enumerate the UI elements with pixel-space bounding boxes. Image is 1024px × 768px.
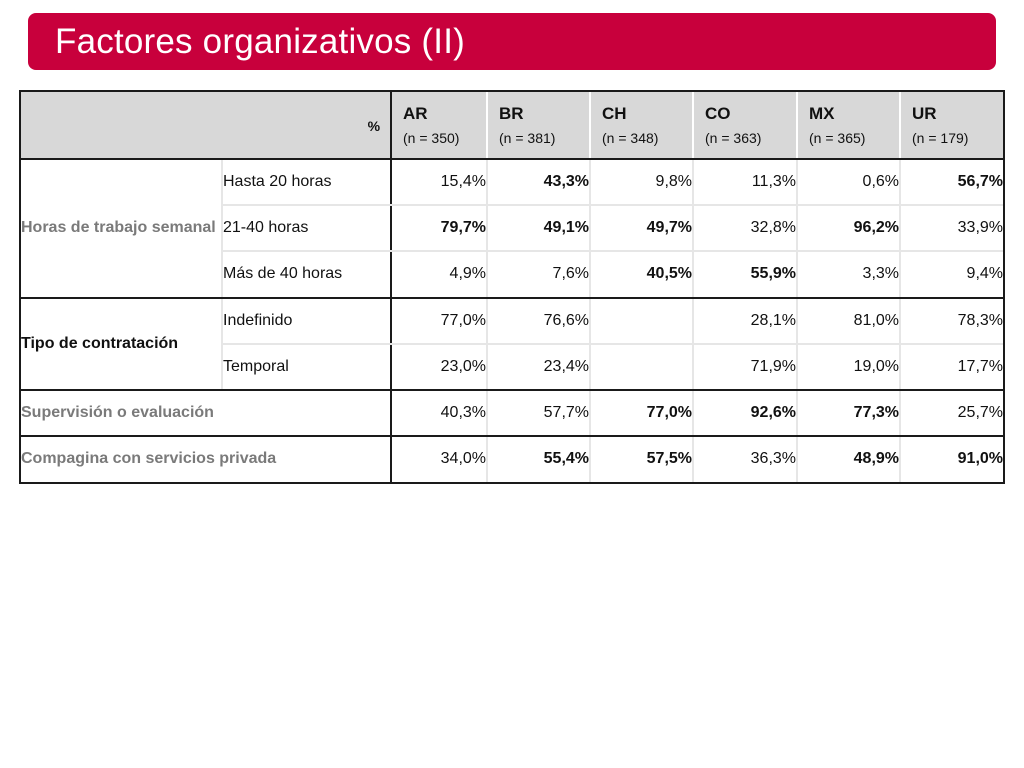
category-supervision: Supervisión o evaluación: [21, 389, 393, 437]
percent-header: %: [21, 92, 393, 161]
row-label: Indefinido: [220, 297, 393, 345]
value-cell: 79,7%: [391, 205, 489, 253]
value-cell: 4,9%: [391, 251, 489, 299]
sample-size: (n = 365): [809, 130, 866, 146]
row-label: Más de 40 horas: [220, 251, 393, 299]
value-cell: 77,0%: [590, 389, 695, 437]
value-cell: 55,4%: [487, 435, 592, 482]
value-cell: 40,3%: [391, 389, 489, 437]
value-cell: 0,6%: [797, 159, 902, 207]
table-row: Tipo de contratación Indefinido 77,0% 76…: [21, 297, 1004, 391]
table-row: Más de 40 horas 4,9% 7,6% 40,5% 55,9% 3,…: [21, 251, 1004, 299]
country-code: CO: [705, 104, 731, 123]
sample-size: (n = 363): [705, 130, 762, 146]
value-cell: 92,6%: [693, 389, 799, 437]
table-row: Supervisión o evaluación 40,3% 57,7% 77,…: [21, 389, 1004, 437]
country-code: BR: [499, 104, 524, 123]
category-compagina: Compagina con servicios privada: [21, 435, 393, 482]
value-cell: 32,8%: [693, 205, 799, 253]
value-cell: 34,0%: [391, 435, 489, 482]
value-cell: 77,0%: [391, 297, 489, 345]
table-header-row: % AR (n = 350) BR (n = 381) CH (n = 348) CO…: [21, 92, 1004, 161]
country-code: UR: [912, 104, 937, 123]
country-code: MX: [809, 104, 835, 123]
sample-size: (n = 350): [403, 130, 460, 146]
col-header-ur: UR (n = 179): [900, 92, 1004, 161]
category-tipo-contratacion: Tipo de contratación: [21, 297, 222, 391]
value-cell: 19,0%: [797, 343, 902, 391]
sample-size: (n = 179): [912, 130, 969, 146]
value-cell: 78,3%: [900, 297, 1004, 345]
value-cell: 36,3%: [693, 435, 799, 482]
value-cell: 43,3%: [487, 159, 592, 207]
value-cell: 9,8%: [590, 159, 695, 207]
value-cell: 17,7%: [900, 343, 1004, 391]
value-cell: 55,9%: [693, 251, 799, 299]
value-cell: 56,7%: [900, 159, 1004, 207]
value-cell: 49,7%: [590, 205, 695, 253]
sample-size: (n = 348): [602, 130, 659, 146]
data-table: % AR (n = 350) BR (n = 381) CH (n = 348) CO…: [21, 92, 1004, 482]
col-header-mx: MX (n = 365): [797, 92, 902, 161]
value-cell: 81,0%: [797, 297, 902, 345]
category-horas-trabajo: Horas de trabajo semanal: [21, 159, 222, 299]
value-cell: 91,0%: [957, 450, 1004, 468]
table-row: Temporal 23,0% 23,4% 71,9% 19,0% 17,7%: [21, 343, 1004, 391]
value-cell: 71,9%: [693, 343, 799, 391]
sample-size: (n = 381): [499, 130, 556, 146]
page-title: Factores organizativos (II): [55, 21, 465, 61]
row-label: Hasta 20 horas: [220, 159, 393, 207]
value-cell: 11,3%: [693, 159, 799, 207]
table-row: Compagina con servicios privada 34,0% 55…: [21, 435, 1004, 482]
title-bar: Factores organizativos (II): [28, 13, 996, 70]
value-cell: 77,3%: [797, 389, 902, 437]
country-code: CH: [602, 104, 627, 123]
value-cell: [590, 343, 695, 391]
value-cell: 15,4%: [391, 159, 489, 207]
value-cell: 57,5%: [590, 435, 695, 482]
value-cell: 33,9%: [900, 205, 1004, 253]
col-header-ar: AR (n = 350): [391, 92, 489, 161]
col-header-br: BR (n = 381): [487, 92, 592, 161]
value-cell: [590, 297, 695, 345]
value-cell: 49,1%: [487, 205, 592, 253]
table-row: 21-40 horas 79,7% 49,1% 49,7% 32,8% 96,2…: [21, 205, 1004, 253]
value-cell: 9,4%: [900, 251, 1004, 299]
value-cell: 7,6%: [487, 251, 592, 299]
value-cell: 48,9%: [797, 435, 902, 482]
value-cell: 3,3%: [797, 251, 902, 299]
table-row: Horas de trabajo semanal Hasta 20 horas …: [21, 159, 1004, 299]
value-cell: 96,2%: [797, 205, 902, 253]
data-table-container: % AR (n = 350) BR (n = 381) CH (n = 348) CO…: [19, 90, 1005, 484]
value-cell: 25,7%: [900, 389, 1004, 437]
col-header-ch: CH (n = 348): [590, 92, 695, 161]
value-cell: 40,5%: [590, 251, 695, 299]
row-label: Temporal: [220, 343, 393, 391]
value-cell: 23,0%: [391, 343, 489, 391]
value-cell: 28,1%: [693, 297, 799, 345]
country-code: AR: [403, 104, 428, 123]
row-label: 21-40 horas: [220, 205, 393, 253]
value-cell: 57,7%: [487, 389, 592, 437]
col-header-co: CO (n = 363): [693, 92, 799, 161]
value-cell: 76,6%: [487, 297, 592, 345]
value-cell: 23,4%: [487, 343, 592, 391]
